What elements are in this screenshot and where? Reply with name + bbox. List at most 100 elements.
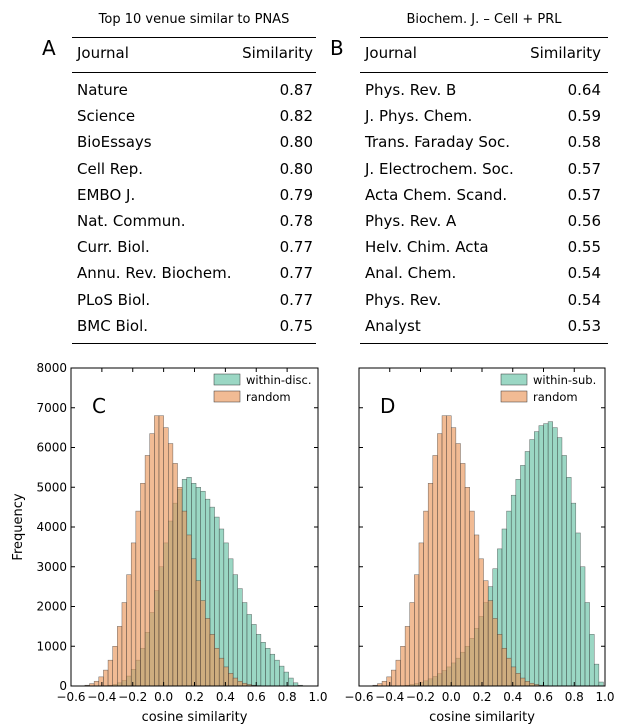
bar-withinsub <box>547 421 553 687</box>
panel-letter-b: B <box>330 36 344 60</box>
x-tick-label: −0.4 <box>87 690 116 704</box>
table-row-journal: Nature <box>77 81 128 99</box>
bar-random <box>492 618 498 687</box>
y-tick-label: 0 <box>59 679 67 693</box>
bar-random <box>414 574 420 687</box>
bar-withindisc <box>223 542 229 687</box>
x-tick-label: 0.6 <box>534 690 553 704</box>
table-row-journal: PLoS Biol. <box>77 290 151 309</box>
bar-withindisc <box>265 647 271 687</box>
table-row-similarity: 0.75 <box>279 316 313 335</box>
bar-random <box>400 646 406 687</box>
legend-label: within-sub. <box>533 373 596 387</box>
bar-random <box>441 415 447 687</box>
bar-random <box>418 542 424 687</box>
bar-random <box>121 602 127 687</box>
table-row-journal: Phys. Rev. <box>365 290 442 309</box>
bar-random <box>437 433 443 687</box>
bar-withinsub <box>580 566 586 687</box>
bar-random <box>487 600 494 687</box>
bar-random <box>126 574 132 687</box>
bar-random <box>464 487 470 687</box>
table-row-similarity: 0.55 <box>567 238 601 257</box>
y-axis-label: Frequency <box>11 493 26 560</box>
bar-random <box>506 657 512 687</box>
x-tick-label: 0.0 <box>442 690 461 704</box>
bar-random <box>460 463 466 687</box>
table-row-journal: Trans. Faraday Soc. <box>365 133 511 152</box>
table-row-similarity: 0.53 <box>567 316 601 335</box>
table-row-journal: Science <box>77 107 136 126</box>
bar-random <box>191 558 197 687</box>
table-row-journal: Analyst <box>365 316 421 335</box>
bar-random <box>186 534 192 687</box>
bar-withinsub <box>557 437 563 687</box>
bar-withinsub <box>474 628 480 687</box>
bar-random <box>478 558 484 687</box>
bar-withindisc <box>168 520 174 687</box>
bar-random <box>209 634 215 687</box>
bar-random <box>386 676 392 687</box>
legend-swatch <box>500 373 528 386</box>
bar-random <box>404 626 410 687</box>
bar-withinsub <box>529 439 535 687</box>
bar-withinsub <box>506 510 512 687</box>
table-row-similarity: 0.77 <box>279 238 313 257</box>
x-tick-label: −0.2 <box>118 690 147 704</box>
bar-withindisc <box>135 659 141 687</box>
table-a-col-similarity: Similarity <box>242 44 313 62</box>
bar-random <box>529 682 535 687</box>
table-row-similarity: 0.80 <box>279 159 313 178</box>
bar-random <box>381 680 387 687</box>
bar-withindisc <box>283 671 289 687</box>
panel-letter: D <box>380 394 395 418</box>
bar-withinsub <box>510 494 517 687</box>
bar-random <box>501 647 507 687</box>
bar-withinsub <box>524 451 530 687</box>
bar-random <box>103 669 109 687</box>
y-tick-label: 7000 <box>36 401 67 415</box>
bar-withindisc <box>242 602 248 687</box>
bar-withinsub <box>437 673 443 687</box>
bar-withindisc <box>205 498 211 687</box>
bar-withindisc <box>158 566 164 687</box>
bar-random <box>107 659 113 687</box>
y-tick-label: 2000 <box>36 600 67 614</box>
table-a-title: Top 10 venue similar to PNAS <box>98 12 290 27</box>
table-a-bottom-rule <box>72 343 316 344</box>
bar-withinsub <box>409 684 415 687</box>
bar-random <box>223 666 229 687</box>
bar-random <box>427 483 434 687</box>
legend-swatch <box>500 390 528 403</box>
bar-withindisc <box>107 684 113 687</box>
bar-withinsub <box>538 425 544 687</box>
bar-withinsub <box>593 663 600 687</box>
bar-random <box>372 684 378 687</box>
x-tick-label: 0.4 <box>503 690 522 704</box>
bar-withindisc <box>293 682 299 687</box>
bar-random <box>534 684 540 687</box>
table-row-journal: Phys. Rev. B <box>365 81 457 99</box>
bar-withinsub <box>455 657 461 687</box>
bar-random <box>423 510 429 687</box>
bar-random <box>455 443 461 687</box>
bar-random <box>510 666 517 687</box>
x-tick-label: 0.0 <box>154 690 173 704</box>
table-row-similarity: 0.77 <box>279 290 313 309</box>
table-row-journal: Anal. Chem. <box>365 264 457 283</box>
x-tick-label: 0.8 <box>278 690 297 704</box>
table-row-similarity: 0.80 <box>279 133 313 152</box>
y-tick-label: 4000 <box>36 520 67 534</box>
bar-random <box>89 683 95 687</box>
y-tick-label: 6000 <box>36 441 67 455</box>
bar-random <box>218 657 225 687</box>
table-row-journal: J. Phys. Chem. <box>365 107 473 126</box>
bar-random <box>135 510 141 687</box>
x-tick-label: 0.6 <box>247 690 266 704</box>
bar-withinsub <box>497 548 503 687</box>
bar-withindisc <box>126 675 132 687</box>
bar-random <box>474 534 480 687</box>
bar-withinsub <box>469 638 475 687</box>
bar-withindisc <box>200 490 206 687</box>
bar-random <box>205 618 211 687</box>
